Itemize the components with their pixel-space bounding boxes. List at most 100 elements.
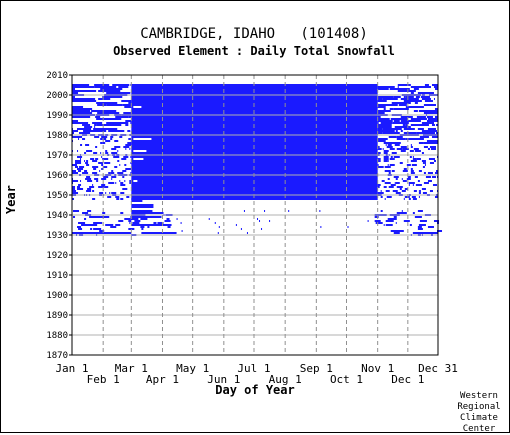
snow-mark	[431, 84, 438, 86]
snow-mark	[90, 224, 98, 226]
snow-mark	[387, 164, 389, 166]
snow-mark	[435, 132, 438, 134]
snow-mark	[403, 132, 417, 134]
snow-mark	[94, 136, 100, 138]
snow-mark	[405, 96, 414, 98]
snow-mark	[129, 148, 131, 150]
snow-mark	[383, 224, 385, 226]
snow-mark	[80, 158, 82, 160]
snow-mark	[101, 168, 104, 170]
snow-mark	[95, 146, 98, 148]
snow-mark	[403, 128, 415, 130]
snow-mark	[92, 184, 94, 186]
snow-mark	[75, 162, 82, 164]
snow-mark	[406, 178, 411, 180]
snow-mark	[131, 98, 378, 100]
snow-mark	[436, 176, 438, 178]
snow-mark	[394, 218, 397, 220]
snow-mark	[115, 224, 121, 226]
snow-mark	[418, 192, 421, 194]
snow-mark	[423, 142, 438, 144]
snow-mark	[409, 156, 412, 158]
snow-mark	[417, 180, 420, 182]
snow-mark	[410, 118, 427, 120]
snow-mark	[111, 192, 117, 194]
snow-mark	[86, 190, 92, 192]
snow-mark	[156, 212, 164, 214]
snow-mark	[377, 128, 383, 130]
snow-mark	[427, 128, 436, 130]
y-tick-label: 1970	[46, 151, 68, 161]
snow-mark	[434, 116, 438, 118]
snow-mark	[414, 150, 421, 152]
snow-mark	[76, 136, 83, 138]
snow-mark	[405, 138, 424, 140]
snow-mark	[120, 212, 124, 214]
snow-mark	[98, 186, 105, 188]
snow-mark	[377, 100, 387, 102]
snow-mark	[264, 210, 266, 212]
x-tick-label: Apr 1	[146, 373, 179, 386]
snow-mark	[377, 140, 386, 142]
snow-mark	[114, 140, 119, 142]
snow-mark	[166, 218, 170, 220]
snow-mark	[96, 124, 122, 126]
snow-mark	[102, 142, 106, 144]
snow-mark	[78, 222, 86, 224]
snow-mark	[124, 106, 132, 108]
chart-title: CAMBRIDGE, IDAHO (101408)	[140, 26, 368, 42]
snow-mark	[115, 116, 129, 118]
snow-mark	[377, 146, 380, 148]
snow-mark	[423, 104, 436, 106]
snow-mark	[116, 198, 120, 200]
snow-mark	[381, 180, 385, 182]
snow-mark	[414, 216, 420, 218]
snow-mark	[100, 138, 103, 140]
snow-mark	[377, 158, 381, 160]
snow-mark	[417, 128, 424, 130]
snow-mark	[131, 118, 378, 120]
snow-mark	[131, 188, 378, 190]
snow-mark	[125, 124, 129, 126]
snow-mark	[73, 216, 76, 218]
snow-mark	[82, 124, 91, 126]
snow-mark	[92, 190, 95, 192]
snow-mark	[131, 198, 144, 200]
snow-mark	[134, 220, 141, 222]
snow-mark	[109, 192, 111, 194]
snow-mark	[84, 126, 93, 128]
snow-mark	[82, 172, 89, 174]
snow-mark	[102, 212, 106, 214]
snow-mark	[128, 102, 132, 104]
snow-mark	[131, 156, 378, 158]
snow-mark	[422, 192, 427, 194]
snow-mark	[72, 136, 77, 138]
snow-mark	[93, 152, 98, 154]
snow-mark	[131, 84, 378, 86]
snow-mark	[431, 176, 436, 178]
snow-mark	[400, 150, 406, 152]
snow-mark	[433, 98, 435, 100]
snow-mark	[418, 224, 426, 226]
snow-mark	[384, 170, 391, 172]
y-tick-label: 1920	[46, 251, 68, 261]
snow-mark	[98, 90, 121, 92]
snow-mark	[118, 86, 129, 88]
snow-mark	[388, 172, 391, 174]
snow-mark	[131, 96, 378, 98]
snow-mark	[95, 116, 101, 118]
snow-mark	[93, 168, 97, 170]
snow-mark	[111, 148, 117, 150]
snow-mark	[72, 180, 79, 182]
snow-mark	[418, 142, 424, 144]
x-tick-label: Nov 1	[361, 362, 394, 375]
snow-mark	[78, 138, 80, 140]
snow-mark	[91, 110, 117, 112]
snow-mark	[141, 228, 144, 230]
snow-mark	[383, 142, 401, 144]
snow-mark	[433, 160, 436, 162]
snow-mark	[131, 88, 378, 90]
snow-mark	[404, 196, 410, 198]
snow-mark	[401, 178, 403, 180]
snow-mark	[403, 220, 410, 222]
